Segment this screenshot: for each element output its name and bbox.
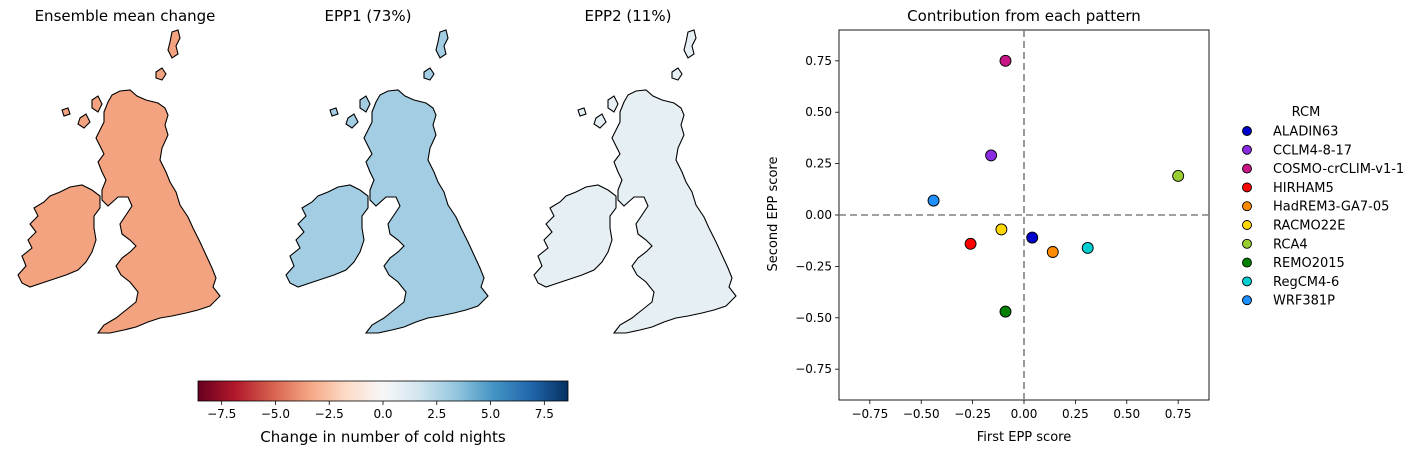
data-point-racmo22e bbox=[995, 223, 1008, 236]
data-point-rca4 bbox=[1172, 169, 1185, 182]
legend-label: HIRHAM5 bbox=[1273, 181, 1334, 196]
colorbar-tick-label: −5.0 bbox=[261, 407, 290, 421]
colorbar-tick-label: 2.5 bbox=[427, 407, 446, 421]
legend-marker bbox=[1242, 238, 1252, 249]
map-fill bbox=[285, 29, 489, 334]
y-tick-label: −0.50 bbox=[795, 311, 832, 325]
legend-marker bbox=[1242, 182, 1252, 193]
map-epp2 bbox=[533, 29, 737, 334]
legend-marker bbox=[1242, 126, 1252, 136]
data-point-aladin63 bbox=[1026, 231, 1039, 244]
legend-marker bbox=[1242, 257, 1252, 268]
x-tick-label: −0.75 bbox=[851, 407, 888, 421]
data-point-regcm4-6 bbox=[1081, 241, 1094, 254]
data-point-wrf381p bbox=[927, 194, 940, 207]
colorbar-tick-label: −7.5 bbox=[207, 407, 236, 421]
legend-marker bbox=[1242, 220, 1252, 230]
legend-label: ALADIN63 bbox=[1273, 125, 1338, 140]
x-axis-label: First EPP score bbox=[977, 430, 1071, 445]
y-tick-label: −0.75 bbox=[795, 362, 832, 376]
map-title-ensemble-mean: Ensemble mean change bbox=[34, 7, 216, 25]
legend-marker bbox=[1242, 276, 1252, 287]
colorbar-tick-label: 7.5 bbox=[535, 407, 554, 421]
y-tick-label: 0.75 bbox=[805, 54, 832, 68]
colorbar: −7.5 −5.0 −2.5 0.0 2.5 5.0 7.5 Change in numbe… bbox=[197, 380, 569, 446]
legend-label: CCLM4-8-17 bbox=[1273, 143, 1352, 158]
legend-label: REMO2015 bbox=[1273, 256, 1345, 271]
legend-marker bbox=[1242, 201, 1252, 212]
legend-label: RCA4 bbox=[1273, 237, 1308, 252]
data-point-cosmo-crclim-v1-1 bbox=[999, 54, 1012, 67]
map-epp1 bbox=[285, 29, 489, 334]
colorbar-tick-label: 0.0 bbox=[373, 407, 392, 421]
data-point-remo2015 bbox=[999, 305, 1012, 318]
scatter-plot: −0.75 −0.75 −0.50 −0.50 −0.25 −0.25 0.00 0.00 0.… bbox=[795, 29, 1210, 421]
legend-label: RACMO22E bbox=[1273, 219, 1345, 234]
colorbar-tick-label: −2.5 bbox=[315, 407, 344, 421]
legend-label: WRF381P bbox=[1273, 294, 1335, 309]
y-tick-label: 0.25 bbox=[805, 157, 832, 171]
maps-figure: −7.5 −5.0 −2.5 0.0 2.5 5.0 7.5 Change in numbe… bbox=[17, 29, 737, 446]
legend-marker bbox=[1242, 144, 1252, 155]
x-tick-label: −0.25 bbox=[954, 407, 991, 421]
colorbar-gradient bbox=[197, 380, 569, 402]
x-tick-label: 0.25 bbox=[1062, 407, 1089, 421]
legend-label: COSMO-crCLIM-v1-1 bbox=[1273, 162, 1404, 177]
y-tick-label: 0.00 bbox=[805, 208, 832, 222]
x-tick-label: 0.75 bbox=[1165, 407, 1192, 421]
map-title-epp1: EPP1 (73%) bbox=[324, 7, 412, 25]
data-point-hirham5 bbox=[964, 237, 977, 250]
data-point-hadrem3-ga7-05 bbox=[1046, 246, 1059, 258]
map-title-epp2: EPP2 (11%) bbox=[584, 7, 672, 25]
y-tick-label: −0.25 bbox=[795, 259, 832, 273]
map-fill bbox=[17, 29, 221, 334]
legend-label: HadREM3-GA7-05 bbox=[1273, 200, 1389, 215]
x-tick-label: −0.50 bbox=[903, 407, 940, 421]
legend-marker bbox=[1242, 163, 1252, 174]
colorbar-ticks: −7.5 −5.0 −2.5 0.0 2.5 5.0 7.5 bbox=[207, 401, 554, 421]
colorbar-tick-label: 5.0 bbox=[481, 407, 500, 421]
legend-label: RegCM4-6 bbox=[1273, 275, 1339, 290]
data-point-cclm4-8-17 bbox=[985, 149, 998, 162]
plot-area bbox=[838, 29, 1210, 401]
map-fill bbox=[533, 29, 737, 334]
x-tick-label: 0.00 bbox=[1011, 407, 1038, 421]
map-ensemble-mean bbox=[17, 29, 221, 334]
legend: RCM ALADIN63 CCLM4-8-17 COSMO-crCLIM-v1-1 H… bbox=[1242, 105, 1404, 309]
x-tick-label: 0.50 bbox=[1113, 407, 1140, 421]
legend-marker bbox=[1242, 295, 1252, 306]
scatter-title: Contribution from each pattern bbox=[907, 7, 1141, 25]
legend-title: RCM bbox=[1292, 105, 1321, 120]
y-tick-label: 0.50 bbox=[805, 105, 832, 119]
colorbar-label: Change in number of cold nights bbox=[260, 428, 506, 446]
